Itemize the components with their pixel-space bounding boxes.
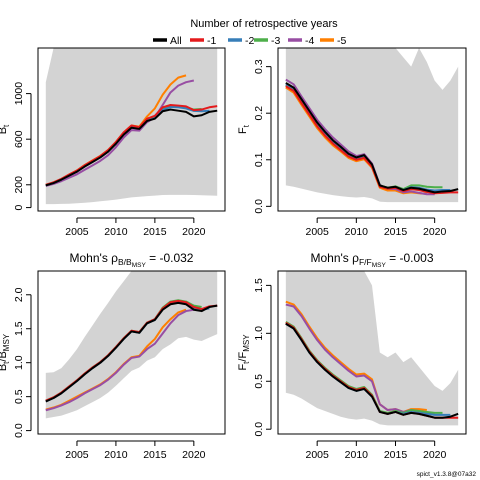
plot-frame-2: [37, 270, 226, 435]
series-line-minus4: [45, 308, 195, 412]
y-tick-label: 0: [13, 205, 25, 211]
y-tick-label: 1000: [13, 82, 25, 106]
ci-band-2: [45, 271, 218, 419]
plot-frame-3: [277, 270, 467, 435]
legend-label-2: -2: [245, 35, 254, 47]
x-tick-label: 2015: [384, 449, 408, 461]
y-tick-label: 1.0: [253, 326, 265, 341]
y-tick-label: 200: [13, 176, 25, 194]
panel-biomass: 2005 2010 2015 2020 0 200 600 1000 Bt: [0, 47, 226, 238]
series-line-minus4: [45, 79, 195, 187]
legend-items: All -1 -2 -3 -4 -5: [153, 35, 346, 47]
y-tick-label: 0.2: [253, 106, 265, 121]
axes-0: 2005 2010 2015 2020 0 200 600 1000: [13, 82, 206, 238]
legend-label-1: -1: [207, 35, 216, 47]
x-tick-label: 2010: [104, 226, 128, 238]
y-tick-label: 600: [13, 130, 25, 148]
axes-1: 2005 2010 2015 2020 0.0 0.1 0.2 0.3: [253, 59, 447, 238]
x-tick-label: 2020: [423, 449, 447, 461]
y-tick-label: 1.5: [13, 321, 25, 336]
series-line-all: [45, 108, 218, 187]
y-axis-label-2: Bt/BMSY: [0, 333, 11, 371]
legend-label-5: -5: [337, 35, 346, 47]
axes-3: 2005 2010 2015 2020 0.0 0.5 1.0 1.5: [253, 278, 447, 461]
legend: Number of retrospective years All -1 -2 -3 -…: [153, 18, 346, 47]
x-tick-label: 2015: [143, 226, 167, 238]
y-tick-label: 0.0: [13, 423, 25, 438]
plot-frame-1: [277, 47, 467, 212]
legend-label-0: All: [170, 35, 182, 47]
y-tick-label: 1.0: [13, 355, 25, 370]
y-tick-label: 1.5: [253, 278, 265, 293]
x-tick-label: 2020: [423, 226, 447, 238]
y-tick-label: 0.5: [253, 374, 265, 389]
panel-relative-fishing-mortality: 2005 2010 2015 2020 0.0 0.5 1.0 1.5 Ft/FMSY Mohn'…: [237, 251, 467, 461]
x-tick-label: 2020: [182, 449, 206, 461]
y-axis-label-1: Ft: [237, 124, 251, 134]
x-tick-label: 2005: [305, 226, 329, 238]
legend-label-3: -3: [271, 35, 280, 47]
y-tick-label: 0.0: [253, 422, 265, 437]
series-line-all: [45, 301, 218, 403]
plot-frame-0: [37, 47, 226, 212]
x-tick-label: 2015: [143, 449, 167, 461]
panel-title-2: Mohn's ρB/BMSY = -0.032: [70, 251, 194, 269]
y-tick-label: 0.0: [253, 199, 265, 214]
y-tick-label: 2.0: [13, 287, 25, 302]
series-line-all: [285, 82, 459, 194]
y-axis-label-0: Bt: [0, 124, 11, 134]
x-tick-label: 2015: [384, 226, 408, 238]
x-tick-label: 2005: [65, 226, 89, 238]
panel-title-3: Mohn's ρF/FMSY = -0.003: [310, 251, 433, 269]
x-tick-label: 2010: [104, 449, 128, 461]
x-tick-label: 2005: [65, 449, 89, 461]
series-line-minus1: [45, 103, 218, 186]
x-tick-label: 2010: [345, 449, 369, 461]
x-tick-label: 2020: [182, 226, 206, 238]
y-axis-label-3: Ft/FMSY: [237, 334, 251, 371]
ci-band-1: [285, 48, 459, 203]
legend-title: Number of retrospective years: [190, 18, 338, 30]
panel-relative-biomass: 2005 2010 2015 2020 0.0 0.5 1.0 1.5 2.0 Bt/BMSY Mo…: [0, 251, 226, 461]
y-tick-label: 0.3: [253, 59, 265, 74]
x-tick-label: 2005: [305, 449, 329, 461]
axes-2: 2005 2010 2015 2020 0.0 0.5 1.0 1.5 2.0: [13, 287, 206, 461]
panel-fishing-mortality: 2005 2010 2015 2020 0.0 0.1 0.2 0.3 Ft: [237, 47, 467, 238]
legend-label-4: -4: [305, 35, 314, 47]
x-tick-label: 2010: [345, 226, 369, 238]
series-line-minus4: [285, 78, 435, 196]
series-line-all: [285, 322, 459, 419]
y-tick-label: 0.5: [13, 389, 25, 404]
ci-band-3: [285, 271, 459, 426]
y-tick-label: 0.1: [253, 152, 265, 167]
version-footer: spict_v1.3.8@07a32: [417, 471, 477, 478]
